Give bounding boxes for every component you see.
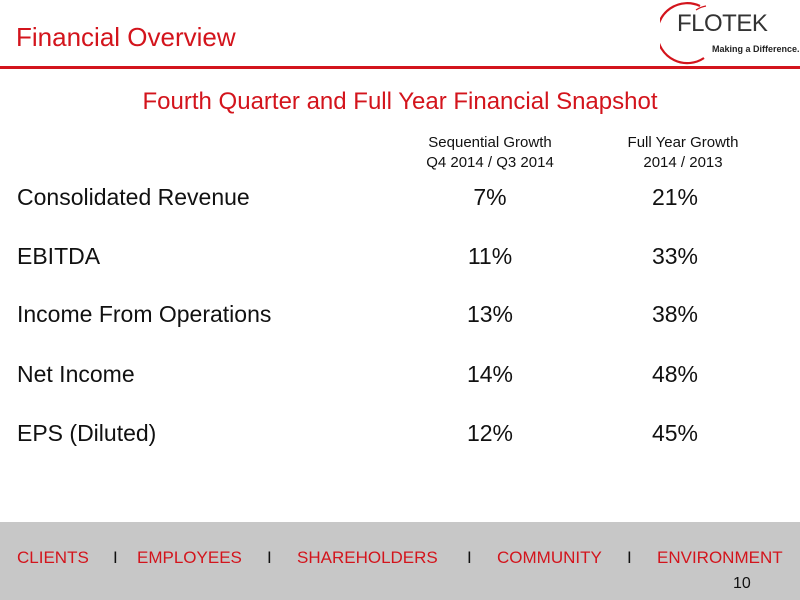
sequential-value: 11% — [467, 243, 513, 269]
table-row: EPS (Diluted) 12% 45% — [0, 420, 800, 456]
footer-separator: I — [113, 548, 118, 567]
logo-tagline: Making a Difference. . . — [712, 44, 800, 54]
footer-item-employees: EMPLOYEES — [137, 548, 242, 567]
sequential-value: 7% — [473, 184, 507, 210]
footer-item-shareholders: SHAREHOLDERS — [297, 548, 438, 567]
footer-separator: I — [627, 548, 632, 567]
slide-title: Financial Overview — [16, 22, 236, 52]
logo-wordmark: FLOTEK — [677, 10, 768, 37]
sequential-value: 14% — [466, 361, 514, 387]
sequential-value: 12% — [466, 420, 514, 446]
footer-nav: CLIENTS I EMPLOYEES I SHAREHOLDERS I COM… — [0, 548, 800, 570]
page-number: 10 — [733, 575, 751, 592]
table-row: Consolidated Revenue 7% 21% — [0, 184, 800, 220]
table-row: Income From Operations 13% 38% — [0, 301, 800, 337]
column-header-line: Sequential Growth — [428, 134, 552, 151]
row-label: EPS (Diluted) — [17, 420, 157, 446]
row-label: EBITDA — [17, 243, 101, 269]
row-label: Consolidated Revenue — [17, 184, 250, 210]
table-row: Net Income 14% 48% — [0, 361, 800, 397]
footer-band — [0, 522, 800, 600]
table-row: EBITDA 11% 33% — [0, 243, 800, 279]
footer-item-environment: ENVIRONMENT — [657, 548, 783, 567]
full-year-value: 38% — [651, 301, 699, 327]
full-year-value: 21% — [651, 184, 699, 210]
full-year-value: 45% — [651, 420, 699, 446]
snapshot-title: Fourth Quarter and Full Year Financial S… — [142, 88, 658, 115]
sequential-value: 13% — [466, 301, 514, 327]
footer-separator: I — [467, 548, 472, 567]
column-header-line: 2014 / 2013 — [643, 154, 723, 171]
footer-item-community: COMMUNITY — [497, 548, 602, 567]
column-header-sequential: Sequential Growth Q4 2014 / Q3 2014 — [395, 133, 585, 173]
full-year-value: 48% — [651, 361, 699, 387]
row-label: Income From Operations — [17, 301, 272, 327]
title-divider — [0, 66, 800, 69]
row-label: Net Income — [17, 361, 135, 387]
footer-item-clients: CLIENTS — [17, 548, 89, 567]
column-header-full-year: Full Year Growth 2014 / 2013 — [588, 133, 778, 173]
footer-separator: I — [267, 548, 272, 567]
full-year-value: 33% — [651, 243, 699, 269]
column-header-line: Q4 2014 / Q3 2014 — [426, 154, 554, 171]
column-header-line: Full Year Growth — [627, 134, 739, 151]
flotek-logo — [660, 2, 707, 65]
